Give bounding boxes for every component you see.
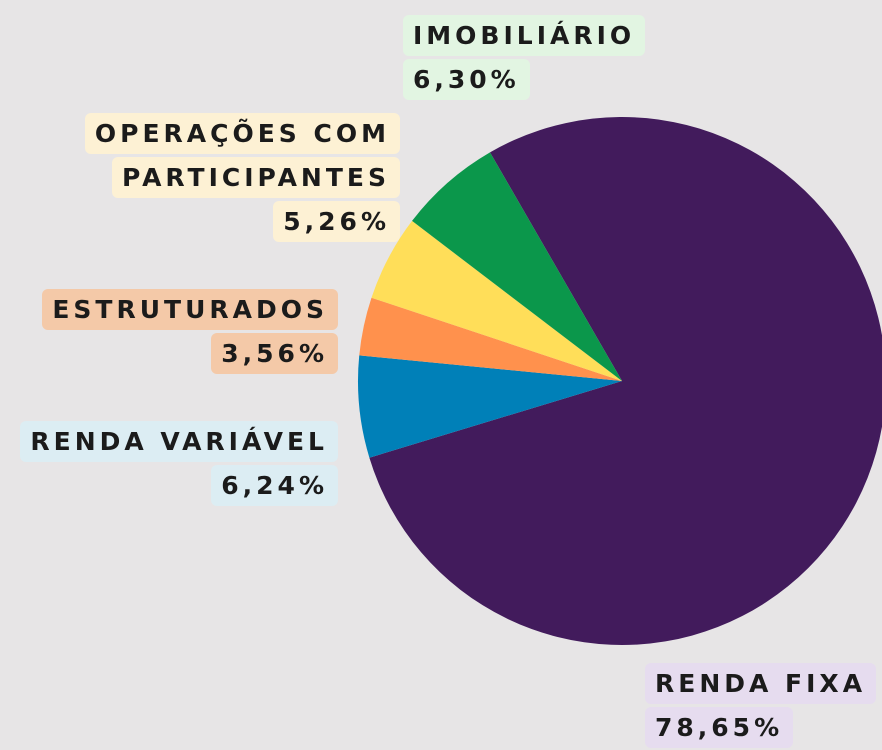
category-label: IMOBILIÁRIO [403, 15, 646, 56]
category-label: RENDA FIXA [645, 663, 877, 704]
value-label: 5,26% [273, 201, 400, 242]
value-label: 6,30% [403, 59, 530, 100]
slice-label: RENDA VARIÁVEL 6,24% [0, 420, 338, 508]
pie-slice [412, 152, 622, 381]
slice-label: RENDA FIXA 78,65% [645, 662, 882, 750]
category-label: ESTRUTURADOS [42, 289, 338, 330]
pie-slice [371, 220, 622, 381]
category-label: OPERAÇÕES COM PARTICIPANTES [84, 113, 400, 198]
slice-label: IMOBILIÁRIO 6,30% [403, 14, 703, 102]
slice-label: OPERAÇÕES COM PARTICIPANTES 5,26% [50, 112, 400, 244]
pie-slice [369, 117, 882, 645]
category-label: RENDA VARIÁVEL [20, 421, 338, 462]
value-label: 78,65% [645, 707, 794, 748]
value-label: 3,56% [211, 333, 338, 374]
pie-slice [358, 355, 622, 458]
pie-slice [359, 297, 622, 381]
slice-label: ESTRUTURADOS 3,56% [10, 288, 338, 376]
value-label: 6,24% [211, 465, 338, 506]
